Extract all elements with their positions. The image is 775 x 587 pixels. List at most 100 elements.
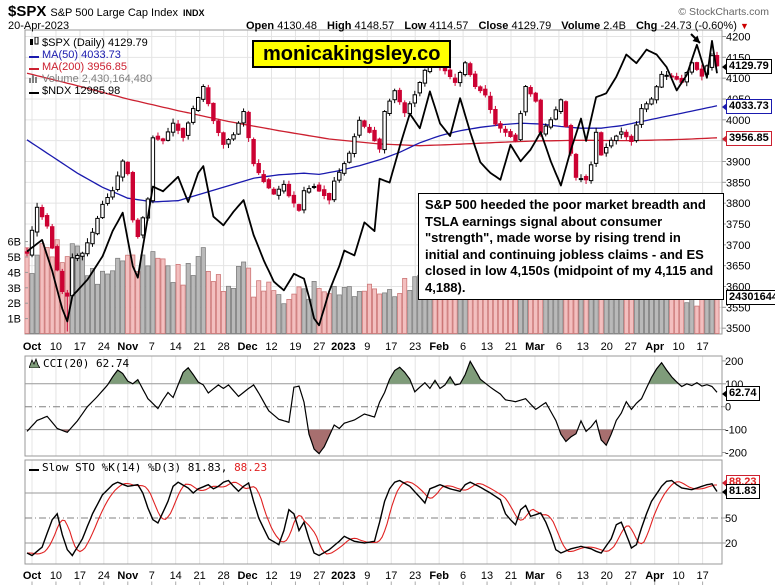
axis-labels: 4200415041004050400039503900385038003750… xyxy=(8,32,750,585)
svg-text:21: 21 xyxy=(194,570,206,582)
svg-text:24: 24 xyxy=(98,570,110,582)
volume-value: 2.4B xyxy=(603,20,626,32)
svg-text:4150: 4150 xyxy=(726,52,750,64)
svg-text:17: 17 xyxy=(74,570,86,582)
line-icon xyxy=(29,86,39,98)
legend-row-sto: Slow STO %K(14) %D(3) 81.83, 88.23 xyxy=(29,462,267,475)
legend-row-ma200: MA(200) 3956.85 xyxy=(29,61,127,74)
svg-text:10: 10 xyxy=(673,570,685,582)
chg-down-arrow-icon: ▼ xyxy=(739,21,749,31)
svg-text:Oct: Oct xyxy=(23,341,42,353)
svg-text:3650: 3650 xyxy=(726,261,750,273)
svg-text:17: 17 xyxy=(696,570,708,582)
svg-text:4200: 4200 xyxy=(726,32,750,44)
svg-text:50: 50 xyxy=(725,513,737,525)
svg-text:4100: 4100 xyxy=(726,73,750,85)
sto-bands xyxy=(25,492,722,544)
svg-text:12: 12 xyxy=(265,341,277,353)
exchange-label: INDX xyxy=(182,8,205,18)
legend-ndx-label: $NDX 12985.98 xyxy=(42,85,121,97)
chart-header: $SPX S&P 500 Large Cap Index INDX xyxy=(8,3,205,21)
svg-text:Feb: Feb xyxy=(429,341,449,353)
svg-text:23: 23 xyxy=(409,570,421,582)
svg-text:19: 19 xyxy=(289,341,301,353)
legend-volume-label: Volume 2,430,164,480 xyxy=(42,73,153,85)
svg-text:13: 13 xyxy=(481,341,493,353)
svg-text:19: 19 xyxy=(289,570,301,582)
cci-area xyxy=(26,360,718,455)
svg-text:27: 27 xyxy=(625,341,637,353)
legend-row-spx: $SPX (Daily) 4129.79 xyxy=(29,36,148,50)
svg-text:14: 14 xyxy=(170,341,182,353)
svg-text:17: 17 xyxy=(74,341,86,353)
candles xyxy=(24,42,720,332)
legend-spx-label: $SPX (Daily) 4129.79 xyxy=(42,37,148,49)
svg-text:6B: 6B xyxy=(8,237,21,249)
high-label: High xyxy=(327,20,352,32)
legend-ma200-label: MA(200) 3956.85 xyxy=(42,61,127,73)
line-icon xyxy=(29,50,39,62)
svg-text:6: 6 xyxy=(556,341,562,353)
area-icon xyxy=(28,357,41,371)
legend-ma50-label: MA(50) 4033.73 xyxy=(42,49,121,61)
svg-text:6: 6 xyxy=(460,341,466,353)
chart-date: 20-Apr-2023 xyxy=(8,20,70,32)
ndx-line xyxy=(26,40,718,327)
svg-text:27: 27 xyxy=(313,570,325,582)
low-value: 4114.57 xyxy=(429,20,469,32)
svg-text:23: 23 xyxy=(409,341,421,353)
svg-text:17: 17 xyxy=(385,570,397,582)
svg-text:Apr: Apr xyxy=(645,341,665,353)
svg-text:3800: 3800 xyxy=(726,198,750,210)
svg-text:10: 10 xyxy=(50,341,62,353)
low-label: Low xyxy=(404,20,427,32)
svg-text:20: 20 xyxy=(601,341,613,353)
svg-text:28: 28 xyxy=(217,570,229,582)
svg-text:10: 10 xyxy=(50,570,62,582)
close-label: Close xyxy=(478,20,509,32)
cci-tag: 62.74 xyxy=(722,386,760,401)
svg-text:21: 21 xyxy=(194,341,206,353)
svg-text:14: 14 xyxy=(170,570,182,582)
svg-text:21: 21 xyxy=(505,570,517,582)
svg-text:10: 10 xyxy=(673,341,685,353)
svg-text:Nov: Nov xyxy=(117,570,139,582)
svg-text:3B: 3B xyxy=(8,283,21,295)
svg-text:3850: 3850 xyxy=(726,177,750,189)
chg-value: -24.73 (-0.60%) xyxy=(660,20,737,32)
annotation-box: S&P 500 heeded the poor market breadth a… xyxy=(418,193,724,300)
candlestick-icon xyxy=(29,36,39,50)
svg-text:Dec: Dec xyxy=(237,570,257,582)
legend-row-ndx: $NDX 12985.98 xyxy=(29,85,120,98)
close-value: 4129.79 xyxy=(511,20,552,32)
volume-bars-icon xyxy=(29,74,39,86)
svg-text:12: 12 xyxy=(265,570,277,582)
svg-text:-100: -100 xyxy=(725,425,747,437)
svg-text:7: 7 xyxy=(149,341,155,353)
svg-text:17: 17 xyxy=(385,341,397,353)
svg-text:13: 13 xyxy=(481,570,493,582)
copyright: © StockCharts.com xyxy=(678,6,769,18)
symbol: $SPX xyxy=(8,3,47,20)
open-value: 4130.48 xyxy=(277,20,317,32)
legend-sto-d-label: 88.23 xyxy=(234,461,268,474)
svg-text:Nov: Nov xyxy=(117,341,139,353)
svg-text:7: 7 xyxy=(149,570,155,582)
volume-tag: 2430164480 xyxy=(726,290,775,305)
svg-text:3550: 3550 xyxy=(726,302,750,314)
volume-label: Volume xyxy=(561,20,601,32)
svg-text:Dec: Dec xyxy=(237,341,257,353)
svg-text:1B: 1B xyxy=(8,314,21,326)
legend-row-ma50: MA(50) 4033.73 xyxy=(29,49,121,62)
svg-text:0: 0 xyxy=(725,402,731,414)
svg-text:9: 9 xyxy=(364,570,370,582)
price-tag: 4129.79 xyxy=(722,59,772,74)
svg-text:24: 24 xyxy=(98,341,110,353)
svg-text:-200: -200 xyxy=(725,448,747,460)
open-label: Open xyxy=(246,20,275,32)
svg-text:17: 17 xyxy=(696,341,708,353)
symbol-name: S&P 500 Large Cap Index xyxy=(50,7,178,19)
svg-text:Mar: Mar xyxy=(525,570,545,582)
svg-text:2023: 2023 xyxy=(331,341,355,353)
